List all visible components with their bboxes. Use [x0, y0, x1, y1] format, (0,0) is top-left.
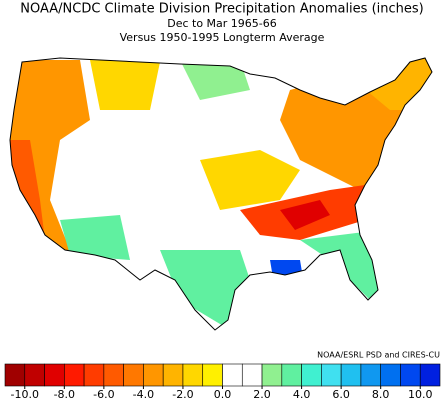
- map: [10, 58, 432, 330]
- colorbar-box: [4, 363, 26, 387]
- colorbar-box: [64, 363, 85, 387]
- colorbar-box: [182, 363, 204, 387]
- tick-label: 0.0: [214, 388, 232, 400]
- colorbar-box: [24, 363, 45, 387]
- colorbar-box: [143, 363, 164, 387]
- colorbar-box: [83, 363, 105, 387]
- colorbar-box: [261, 363, 283, 387]
- subtitle: Versus 1950-1995 Longterm Average: [120, 31, 325, 44]
- tick-label: 2.0: [253, 388, 271, 400]
- credit: NOAA/ESRL PSD and CIRES-CU: [317, 351, 440, 360]
- tick-label: -8.0: [54, 388, 75, 400]
- tick-label: 10.0: [408, 388, 433, 400]
- tick-label: 6.0: [332, 388, 350, 400]
- tick-label: -6.0: [93, 388, 114, 400]
- tick-label: -4.0: [133, 388, 154, 400]
- colorbar-box: [321, 363, 342, 387]
- subtitle: Dec to Mar 1965-66: [167, 17, 277, 30]
- colorbar-box: [103, 363, 124, 387]
- colorbar-box: [400, 363, 421, 387]
- colorbar-box: [123, 363, 144, 387]
- title: NOAA/NCDC Climate Division Precipitation…: [20, 2, 423, 17]
- colorbar-box: [241, 363, 263, 387]
- colorbar-box: [44, 363, 65, 387]
- colorbar-box: [222, 363, 243, 387]
- tick-label: 4.0: [293, 388, 311, 400]
- colorbar-box: [162, 363, 184, 387]
- tick-label: 8.0: [372, 388, 390, 400]
- colorbar-box: [281, 363, 302, 387]
- colorbar-box: [380, 363, 401, 387]
- colorbar-box: [419, 363, 441, 387]
- tick-label: -10.0: [11, 388, 39, 400]
- tick-label: -2.0: [172, 388, 193, 400]
- colorbar-box: [340, 363, 362, 387]
- us-outline: [9, 57, 433, 331]
- colorbar-box: [360, 363, 381, 387]
- colorbar-box: [301, 363, 322, 387]
- colorbar-box: [202, 363, 223, 387]
